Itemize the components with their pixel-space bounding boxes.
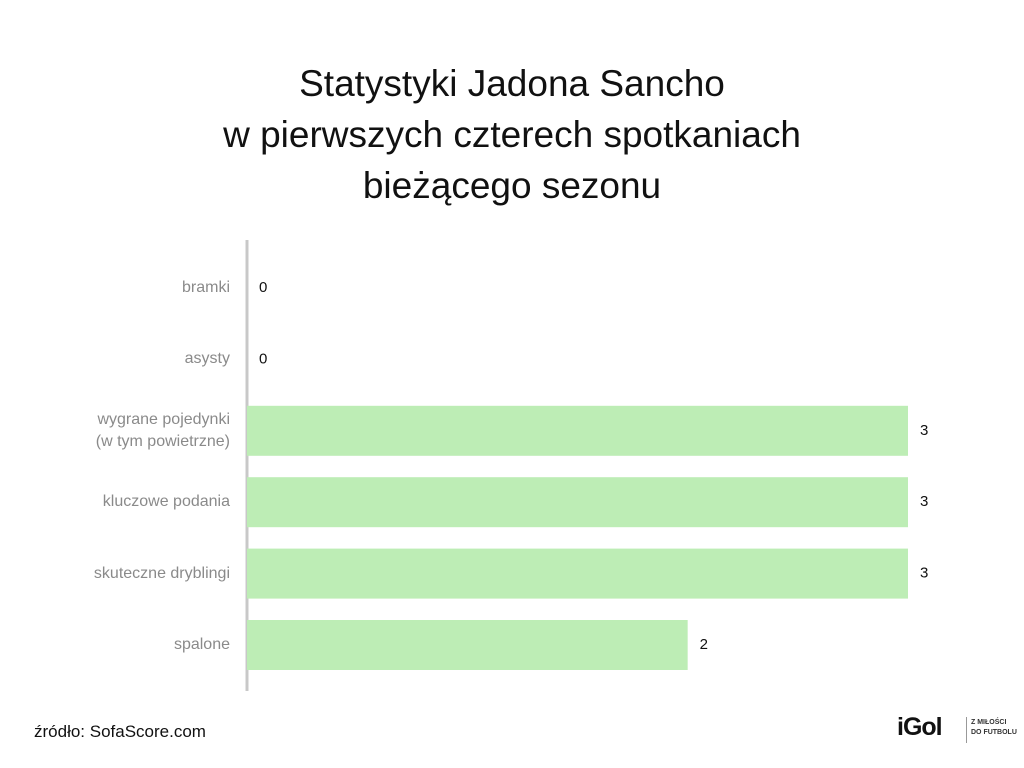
source: źródło: SofaScore.com [34, 722, 206, 741]
logo-separator [966, 717, 967, 743]
category-label: wygrane pojedynki (w tym powietrzne) [95, 410, 230, 450]
category-label: skuteczne dryblingi [93, 564, 230, 582]
bar [247, 477, 908, 528]
category-label: bramki [181, 279, 230, 296]
logo: iGol [897, 713, 943, 741]
value-label: 2 [700, 636, 708, 653]
chart-title: Statystyki Jadona Sancho w pierwszych cz… [223, 63, 801, 206]
category-label: kluczowe podania [102, 493, 230, 511]
value-label: 0 [259, 350, 267, 367]
bar [247, 548, 908, 599]
value-label: 3 [920, 493, 928, 510]
category-label: spalone [173, 636, 230, 653]
bar [247, 620, 688, 670]
bar [247, 405, 908, 456]
logo-tagline: Z MIŁOŚCI DO FUTBOLU [971, 719, 1017, 736]
value-label: 0 [259, 279, 267, 296]
value-label: 3 [920, 565, 928, 582]
category-label: asysty [184, 350, 230, 368]
value-label: 3 [920, 422, 928, 439]
